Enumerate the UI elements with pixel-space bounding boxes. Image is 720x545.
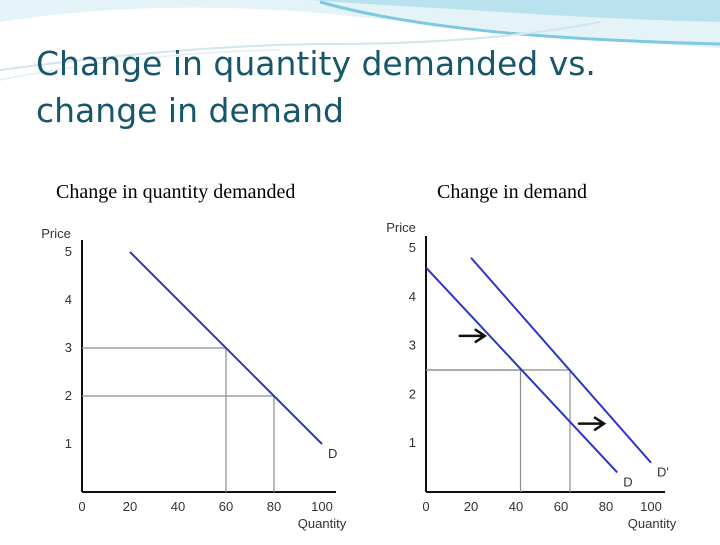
x-tick-label: 0 bbox=[78, 499, 85, 514]
demand-curve-1 bbox=[425, 266, 618, 474]
x-tick-label: 60 bbox=[554, 499, 568, 514]
x-tick-label: 80 bbox=[599, 499, 613, 514]
x-tick-label: 100 bbox=[311, 499, 333, 514]
demand-curve-2 bbox=[470, 257, 652, 464]
x-tick-label: 100 bbox=[640, 499, 662, 514]
series-label: D bbox=[623, 474, 632, 489]
y-tick-label: 1 bbox=[65, 436, 72, 451]
slide-title: Change in quantity demanded vs. change i… bbox=[36, 44, 596, 130]
chart-change-in-demand: Price Quantity 1 2 3 4 5 0 20 40 60 80 100 D D' bbox=[376, 208, 690, 540]
y-tick-label: 4 bbox=[409, 289, 416, 304]
y-axis-label: Price bbox=[386, 220, 416, 235]
x-tick-label: 20 bbox=[123, 499, 137, 514]
chart-right-svg: Price Quantity 1 2 3 4 5 0 20 40 60 80 100 D D' bbox=[386, 220, 677, 531]
y-tick-label: 4 bbox=[65, 292, 72, 307]
demand-curve-1 bbox=[129, 251, 323, 445]
x-tick-label: 80 bbox=[267, 499, 281, 514]
chart-quantity-demanded: Price Quantity 1 2 3 4 5 0 20 40 60 80 100 D bbox=[22, 208, 372, 540]
x-axis-label: Quantity bbox=[628, 516, 677, 531]
x-tick-label: 60 bbox=[219, 499, 233, 514]
y-tick-label: 2 bbox=[65, 388, 72, 403]
y-axis-label: Price bbox=[41, 226, 71, 241]
x-tick-label: 40 bbox=[171, 499, 185, 514]
y-tick-label: 3 bbox=[409, 338, 416, 353]
x-tick-label: 40 bbox=[509, 499, 523, 514]
shift-arrow bbox=[577, 416, 607, 431]
y-tick-label: 3 bbox=[65, 340, 72, 355]
subtitle-left: Change in quantity demanded bbox=[56, 181, 296, 203]
y-tick-label: 5 bbox=[65, 244, 72, 259]
y-tick-label: 2 bbox=[409, 386, 416, 401]
y-tick-label: 1 bbox=[409, 435, 416, 450]
series-label: D' bbox=[657, 465, 669, 480]
shift-arrow bbox=[458, 328, 488, 344]
y-tick-label: 5 bbox=[409, 240, 416, 255]
series-label: D bbox=[328, 446, 337, 461]
subtitle-right: Change in demand bbox=[437, 181, 587, 203]
x-tick-label: 0 bbox=[422, 499, 429, 514]
x-axis-label: Quantity bbox=[298, 516, 347, 531]
x-tick-label: 20 bbox=[464, 499, 478, 514]
chart-left-svg: Price Quantity 1 2 3 4 5 0 20 40 60 80 100 D bbox=[41, 226, 347, 531]
header-wave-decoration bbox=[0, 0, 720, 81]
